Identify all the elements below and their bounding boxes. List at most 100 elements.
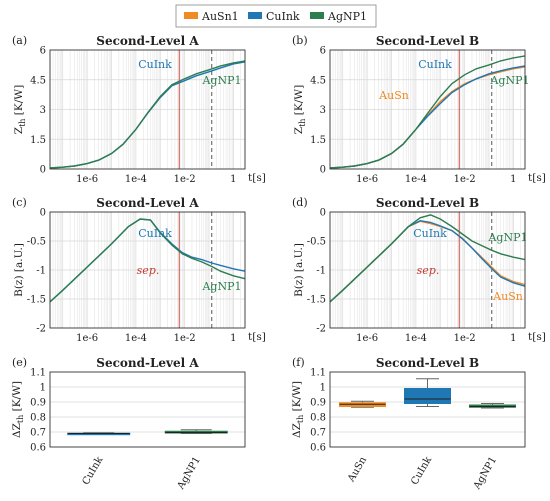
box-cuink bbox=[67, 432, 131, 436]
panel-title: Second-Level A bbox=[96, 34, 199, 48]
y-tick-label: -1.5 bbox=[27, 295, 46, 306]
plot-frame bbox=[329, 371, 526, 448]
legend-swatch-ausn1 bbox=[184, 12, 198, 19]
y-tick-label: -1 bbox=[316, 266, 326, 277]
y-tick-label: 0.8 bbox=[310, 413, 326, 424]
box-ausn bbox=[339, 400, 386, 408]
x-tick-label: 1 bbox=[510, 174, 516, 185]
panel-title: Second-Level B bbox=[376, 356, 479, 370]
x-tick-label: 1 bbox=[230, 333, 236, 344]
box-agnp1 bbox=[469, 403, 516, 409]
y-axis-label: B(z) [a.U.] bbox=[293, 243, 305, 297]
box-body bbox=[404, 388, 451, 404]
y-tick-label: -1 bbox=[36, 266, 46, 277]
legend-swatch-agnp1 bbox=[310, 12, 324, 19]
panel-f: (f) Second-Level B 0.6 0.7 0.8 0.9 1 1.1 AuSn CuI… bbox=[291, 356, 526, 492]
panel-a: (a) Second-Level A 0 1.5 3 4.5 6 1e-6 1e-4 1e-2 1 t… bbox=[12, 34, 266, 185]
x-category-label: AuSn bbox=[346, 455, 370, 485]
panel-title: Second-Level B bbox=[376, 34, 479, 48]
y-tick-label: -0.5 bbox=[307, 237, 326, 248]
panel-e: (e) Second-Level A 0.6 0.7 0.8 0.9 1 1.1 CuInk Ag… bbox=[11, 356, 246, 492]
y-tick-label: 1 bbox=[320, 383, 326, 394]
panel-title: Second-Level A bbox=[96, 196, 199, 210]
x-category-label: AgNP1 bbox=[175, 455, 203, 492]
y-tick-label: 0 bbox=[40, 165, 46, 176]
y-tick-label: -0.5 bbox=[27, 237, 46, 248]
x-tick-label: 1e-4 bbox=[125, 174, 147, 185]
x-axis-label: t[s] bbox=[248, 331, 266, 343]
y-axis-label: Zth [K/W] bbox=[13, 85, 27, 134]
y-tick-label: 0.7 bbox=[310, 428, 326, 439]
x-axis-label: t[s] bbox=[528, 331, 546, 343]
y-axis-label: ΔZth [K/W] bbox=[11, 381, 25, 438]
legend-label-ausn1: AuSn1 bbox=[201, 10, 239, 23]
y-tick-label: 6 bbox=[40, 46, 46, 57]
plot-frame bbox=[49, 371, 246, 448]
annotation-ausn: AuSn bbox=[492, 290, 523, 303]
panel-label: (f) bbox=[292, 356, 305, 369]
x-tick-label: 1e-4 bbox=[405, 333, 427, 344]
x-tick-label: 1e-4 bbox=[125, 333, 147, 344]
panel-c: (c) Second-Level A -2 -1.5 -1 -0.5 0 1e-6 1e-4 1e… bbox=[12, 196, 266, 344]
legend-swatch-cuink bbox=[248, 12, 262, 19]
y-tick-label: 0.9 bbox=[310, 398, 326, 409]
y-tick-label: 1 bbox=[40, 383, 46, 394]
annotation-agnp1: AgNP1 bbox=[487, 231, 527, 244]
x-tick-label: 1e-6 bbox=[76, 333, 98, 344]
legend-frame bbox=[175, 4, 377, 28]
y-tick-label: -1.5 bbox=[307, 295, 326, 306]
x-tick-label: 1e-2 bbox=[174, 333, 196, 344]
panel-label: (c) bbox=[12, 196, 27, 209]
y-tick-label: 0.6 bbox=[310, 443, 326, 454]
y-tick-label: 3 bbox=[40, 105, 46, 116]
x-category-label: AgNP1 bbox=[471, 455, 499, 492]
x-tick-label: 1 bbox=[510, 333, 516, 344]
annotation-agnp1: AgNP1 bbox=[489, 74, 529, 87]
annotation-ausn: AuSn bbox=[378, 89, 409, 102]
x-axis-label: t[s] bbox=[528, 172, 546, 184]
series-line-agnp1 bbox=[329, 214, 526, 303]
y-tick-label: 0.6 bbox=[30, 443, 46, 454]
box-agnp1 bbox=[164, 429, 228, 434]
y-tick-label: 0.9 bbox=[30, 398, 46, 409]
panel-label: (e) bbox=[12, 356, 27, 369]
x-tick-label: 1e-2 bbox=[454, 333, 476, 344]
x-category-label: CuInk bbox=[81, 454, 106, 487]
annotation-cuink: CuInk bbox=[413, 227, 447, 240]
y-tick-label: 0 bbox=[40, 208, 46, 219]
panel-title: Second-Level A bbox=[96, 356, 199, 370]
x-tick-label: 1e-6 bbox=[356, 333, 378, 344]
annotation-cuink: CuInk bbox=[138, 58, 172, 71]
y-tick-label: -2 bbox=[316, 324, 326, 335]
annotation-agnp1: AgNP1 bbox=[201, 74, 241, 87]
y-tick-label: 1.1 bbox=[30, 368, 46, 379]
y-tick-label: 0 bbox=[320, 165, 326, 176]
panel-label: (a) bbox=[12, 34, 27, 47]
x-tick-label: 1e-6 bbox=[356, 174, 378, 185]
annotation-sep: sep. bbox=[417, 264, 440, 277]
y-tick-label: 4.5 bbox=[30, 75, 46, 86]
legend: AuSn1 CuInk AgNP1 bbox=[175, 4, 377, 28]
legend-label-agnp1: AgNP1 bbox=[327, 10, 367, 23]
panel-label: (b) bbox=[292, 34, 308, 47]
y-axis-label: Zth [K/W] bbox=[293, 85, 307, 134]
y-tick-label: 1.5 bbox=[310, 135, 326, 146]
series-line-agnp1 bbox=[49, 218, 246, 303]
annotation-sep: sep. bbox=[137, 264, 160, 277]
series-line-agnp1 bbox=[49, 60, 246, 169]
x-axis-label: t[s] bbox=[248, 172, 266, 184]
x-tick-label: 1e-4 bbox=[405, 174, 427, 185]
y-tick-label: 4.5 bbox=[310, 75, 326, 86]
y-tick-label: 0.8 bbox=[30, 413, 46, 424]
y-tick-label: 0.7 bbox=[30, 428, 46, 439]
annotation-cuink: CuInk bbox=[138, 227, 172, 240]
panel-label: (d) bbox=[292, 196, 308, 209]
x-tick-label: 1 bbox=[230, 174, 236, 185]
y-tick-label: 0 bbox=[320, 208, 326, 219]
series-line-agnp1 bbox=[329, 55, 526, 169]
y-tick-label: -2 bbox=[36, 324, 46, 335]
legend-label-cuink: CuInk bbox=[266, 10, 300, 23]
x-category-label: CuInk bbox=[409, 454, 434, 487]
x-tick-label: 1e-6 bbox=[76, 174, 98, 185]
